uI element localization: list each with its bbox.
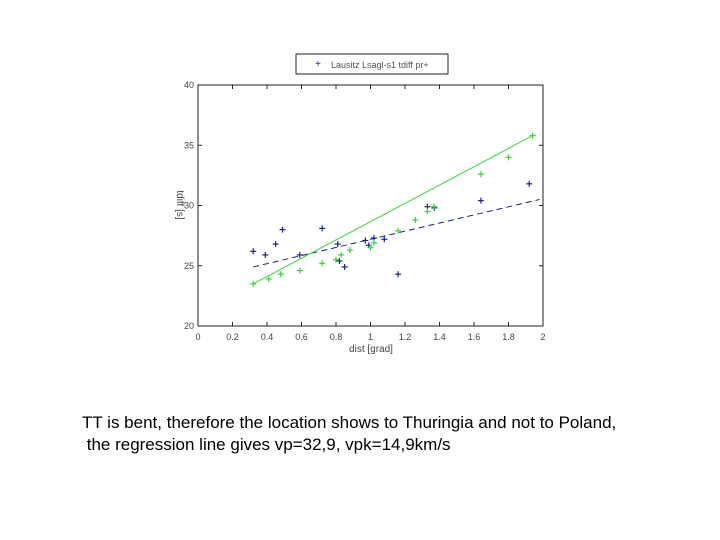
green-point xyxy=(277,271,284,278)
x-tick-label: 1.2 xyxy=(399,332,412,342)
green-point xyxy=(338,251,345,258)
blue-point xyxy=(395,271,402,278)
x-tick-label: 1.6 xyxy=(468,332,481,342)
blue-point xyxy=(279,226,286,233)
plot-border xyxy=(197,84,544,327)
green-point xyxy=(529,132,536,139)
blue-point xyxy=(272,241,279,248)
caption: TT is bent, therefore the location shows… xyxy=(82,412,702,456)
x-tick-label: 1 xyxy=(368,332,373,342)
blue-point xyxy=(319,225,326,232)
green-point xyxy=(370,239,377,246)
blue-point xyxy=(334,241,341,248)
y-tick-label: 25 xyxy=(184,261,194,271)
blue-point xyxy=(250,248,257,255)
axis-ticks xyxy=(197,84,544,327)
y-tick-label: 30 xyxy=(184,201,194,211)
blue-point xyxy=(262,251,269,258)
legend-marker: + xyxy=(315,59,321,70)
blue-point xyxy=(526,180,533,187)
caption-line-1: TT is bent, therefore the location shows… xyxy=(82,413,617,432)
blue-point xyxy=(341,263,348,270)
y-tick-label: 20 xyxy=(184,321,194,331)
green-point xyxy=(265,276,272,283)
x-tick-label: 1.4 xyxy=(433,332,446,342)
x-tick-label: 0.2 xyxy=(226,332,239,342)
blue-point xyxy=(362,237,369,244)
y-axis-title: tdiff [s] xyxy=(174,190,185,219)
y-tick-labels: 20 25 30 35 40 xyxy=(184,80,194,331)
legend-label: Lausitz Lsagl-s1 tdiff pr+ xyxy=(331,60,429,70)
blue-regression-line xyxy=(253,198,540,268)
x-tick-label: 0.8 xyxy=(330,332,343,342)
legend-box xyxy=(295,53,449,75)
x-tick-label: 0.6 xyxy=(295,332,308,342)
x-tick-label: 1.8 xyxy=(502,332,515,342)
green-point xyxy=(505,154,512,161)
green-point xyxy=(367,244,374,251)
blue-point xyxy=(477,197,484,204)
green-point xyxy=(431,203,438,210)
x-tick-label: 2 xyxy=(540,332,545,342)
legend: + Lausitz Lsagl-s1 tdiff pr+ xyxy=(295,53,449,75)
blue-point xyxy=(296,251,303,258)
blue-point xyxy=(381,236,388,243)
x-tick-label: 0 xyxy=(195,332,200,342)
plot-frame xyxy=(197,84,544,327)
green-point xyxy=(412,216,419,223)
data-points xyxy=(250,132,536,287)
green-point xyxy=(346,247,353,254)
regression-lines xyxy=(252,135,540,285)
green-point xyxy=(333,256,339,263)
x-tick-label: 0.4 xyxy=(261,332,274,342)
green-point xyxy=(477,171,484,178)
green-point xyxy=(296,267,303,274)
green-point xyxy=(250,280,257,287)
x-tick-labels: 0 0.2 0.4 0.6 0.8 1 1.2 1.4 1.6 1.8 2 xyxy=(195,332,545,342)
green-point xyxy=(319,260,326,267)
y-tick-label: 35 xyxy=(184,140,194,150)
caption-line-2: the regression line gives vp=32,9, vpk=1… xyxy=(82,435,451,454)
blue-point xyxy=(336,257,343,264)
y-tick-label: 40 xyxy=(184,80,194,90)
green-regression-line xyxy=(252,135,533,285)
green-point xyxy=(395,227,402,234)
green-point xyxy=(424,208,431,215)
x-axis-title: dist [grad] xyxy=(349,344,393,355)
